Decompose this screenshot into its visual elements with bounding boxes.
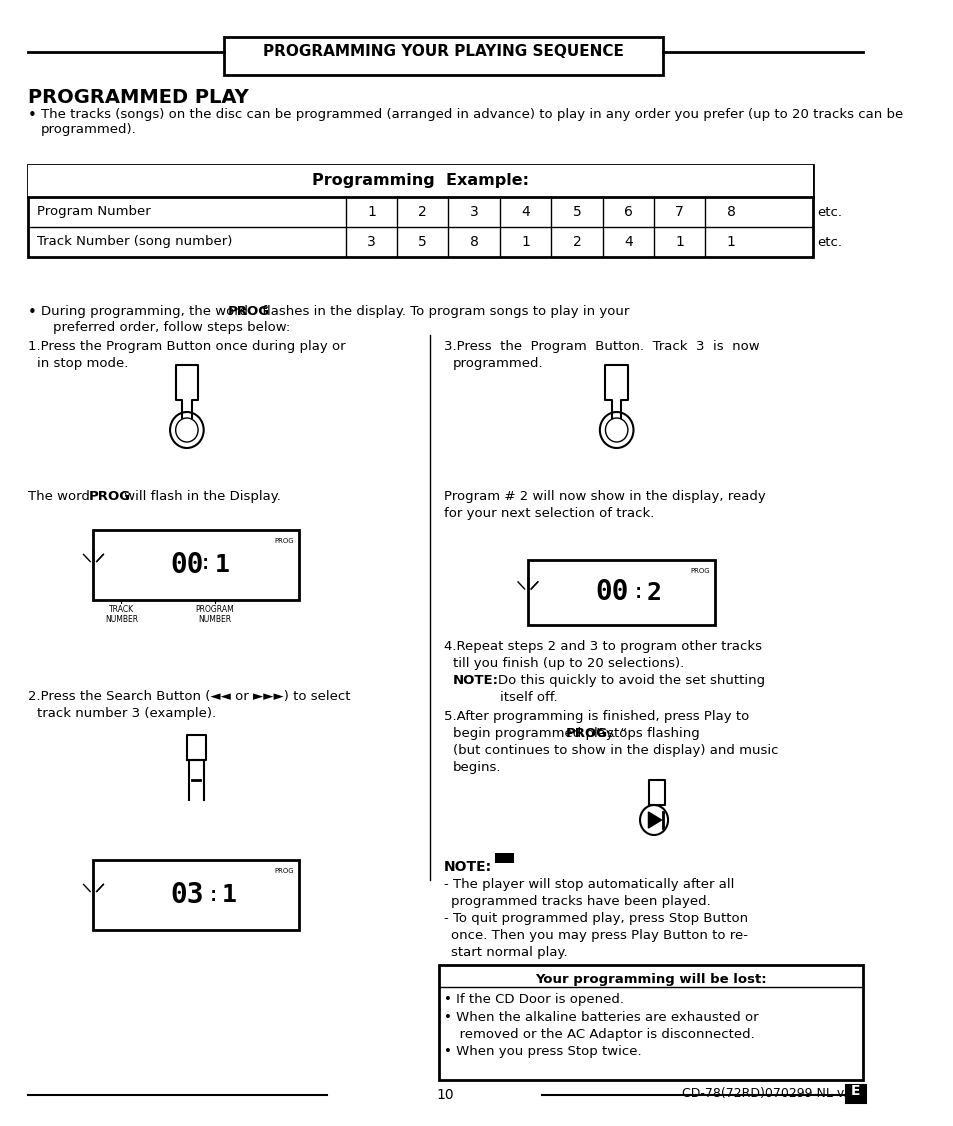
Text: till you finish (up to 20 selections).: till you finish (up to 20 selections).	[453, 656, 683, 670]
Text: PROG: PROG	[89, 490, 131, 503]
Text: The word: The word	[28, 490, 94, 503]
Bar	[438, 965, 862, 1080]
Text: Program Number: Program Number	[37, 206, 151, 218]
Circle shape	[599, 412, 633, 448]
Text: 7: 7	[675, 205, 683, 218]
Text: • If the CD Door is opened.: • If the CD Door is opened.	[443, 993, 623, 1006]
Text: in stop mode.: in stop mode.	[37, 357, 129, 370]
Circle shape	[639, 805, 667, 835]
Text: 6: 6	[623, 205, 632, 218]
Text: •: •	[28, 108, 37, 123]
Text: programmed.: programmed.	[453, 357, 543, 370]
Circle shape	[170, 412, 204, 448]
Text: removed or the AC Adaptor is disconnected.: removed or the AC Adaptor is disconnecte…	[451, 1028, 754, 1042]
Text: Programming  Example:: Programming Example:	[312, 173, 528, 188]
Bar	[844, 1085, 865, 1103]
Text: 1: 1	[726, 235, 735, 249]
Text: 00: 00	[170, 551, 203, 579]
Text: 00: 00	[595, 579, 628, 607]
Text: 1: 1	[520, 235, 530, 249]
Text: flashes in the display. To program songs to play in your: flashes in the display. To program songs…	[257, 305, 629, 318]
Text: 8: 8	[469, 235, 478, 249]
Text: PROG: PROG	[274, 868, 294, 874]
Circle shape	[605, 418, 627, 443]
Text: The tracks (songs) on the disc can be programmed (arranged in advance) to play i: The tracks (songs) on the disc can be pr…	[41, 108, 902, 136]
Bar	[28, 166, 812, 197]
Text: :: :	[198, 553, 212, 573]
Circle shape	[175, 418, 198, 443]
Text: During programming, the word: During programming, the word	[41, 305, 253, 318]
Text: • When you press Stop twice.: • When you press Stop twice.	[443, 1045, 640, 1058]
Text: programmed tracks have been played.: programmed tracks have been played.	[451, 895, 710, 908]
Bar	[224, 37, 662, 75]
Text: 3: 3	[469, 205, 478, 218]
Text: 8: 8	[726, 205, 735, 218]
Text: preferred order, follow steps below:: preferred order, follow steps below:	[53, 321, 291, 334]
Text: ” stops flashing: ” stops flashing	[596, 727, 700, 740]
Text: once. Then you may press Play Button to re-: once. Then you may press Play Button to …	[451, 929, 747, 942]
Text: NOTE:: NOTE:	[453, 674, 498, 687]
Text: 2: 2	[418, 205, 427, 218]
Text: 1: 1	[214, 553, 230, 577]
Text: CD-78(72RD)070299 NL v.1: CD-78(72RD)070299 NL v.1	[681, 1087, 862, 1100]
Text: 2.Press the Search Button (◄◄ or ►►►) to select: 2.Press the Search Button (◄◄ or ►►►) to…	[28, 690, 350, 703]
Text: PROGRAMMING YOUR PLAYING SEQUENCE: PROGRAMMING YOUR PLAYING SEQUENCE	[263, 45, 623, 60]
Text: 3.Press  the  Program  Button.  Track  3  is  now: 3.Press the Program Button. Track 3 is n…	[443, 340, 759, 352]
Text: 4: 4	[623, 235, 632, 249]
Text: NOTE:: NOTE:	[443, 860, 492, 874]
Text: for your next selection of track.: for your next selection of track.	[443, 507, 654, 520]
Bar	[28, 166, 812, 257]
Text: (but continues to show in the display) and music: (but continues to show in the display) a…	[453, 744, 778, 757]
Bar	[495, 854, 514, 863]
Text: :: :	[206, 885, 219, 905]
Text: begin programmed play. “: begin programmed play. “	[453, 727, 627, 740]
Text: 2: 2	[572, 235, 580, 249]
Text: :: :	[631, 582, 644, 602]
Text: begins.: begins.	[453, 761, 501, 774]
Text: itself off.: itself off.	[499, 691, 557, 704]
Text: 4: 4	[520, 205, 530, 218]
Text: PROG: PROG	[690, 568, 709, 574]
Text: Do this quickly to avoid the set shutting: Do this quickly to avoid the set shuttin…	[497, 674, 764, 687]
Text: TRACK
NUMBER: TRACK NUMBER	[105, 605, 138, 625]
Text: 10: 10	[436, 1088, 454, 1102]
Text: 1.Press the Program Button once during play or: 1.Press the Program Button once during p…	[28, 340, 345, 352]
Text: etc.: etc.	[817, 235, 841, 249]
Bar	[93, 530, 298, 600]
Text: 1: 1	[221, 883, 236, 908]
Text: PROGRAMMED PLAY: PROGRAMMED PLAY	[28, 88, 249, 107]
Text: •: •	[28, 305, 37, 320]
Text: 4.Repeat steps 2 and 3 to program other tracks: 4.Repeat steps 2 and 3 to program other …	[443, 640, 761, 653]
Polygon shape	[648, 812, 660, 828]
Text: E: E	[850, 1084, 860, 1098]
Text: 5: 5	[572, 205, 580, 218]
Text: Track Number (song number): Track Number (song number)	[37, 235, 233, 249]
Text: 1: 1	[675, 235, 683, 249]
Text: PROG: PROG	[274, 538, 294, 544]
Text: track number 3 (example).: track number 3 (example).	[37, 707, 216, 720]
Text: 1: 1	[367, 205, 375, 218]
Text: PROG: PROG	[228, 305, 270, 318]
Text: 5.After programming is finished, press Play to: 5.After programming is finished, press P…	[443, 711, 748, 723]
Bar	[527, 560, 714, 625]
Text: 2: 2	[646, 581, 660, 605]
Text: PROG: PROG	[565, 727, 607, 740]
Text: • When the alkaline batteries are exhausted or: • When the alkaline batteries are exhaus…	[443, 1011, 758, 1024]
Text: start normal play.: start normal play.	[451, 946, 567, 959]
Text: 3: 3	[367, 235, 375, 249]
Text: Your programming will be lost:: Your programming will be lost:	[535, 973, 766, 986]
Text: PROGRAM
NUMBER: PROGRAM NUMBER	[195, 605, 234, 625]
Text: will flash in the Display.: will flash in the Display.	[119, 490, 280, 503]
Text: - To quit programmed play, press Stop Button: - To quit programmed play, press Stop Bu…	[443, 912, 747, 924]
Text: Program # 2 will now show in the display, ready: Program # 2 will now show in the display…	[443, 490, 764, 503]
Text: etc.: etc.	[817, 206, 841, 218]
Bar	[93, 860, 298, 930]
Text: 5: 5	[418, 235, 427, 249]
Text: 03: 03	[170, 881, 203, 909]
Text: - The player will stop automatically after all: - The player will stop automatically aft…	[443, 878, 734, 891]
